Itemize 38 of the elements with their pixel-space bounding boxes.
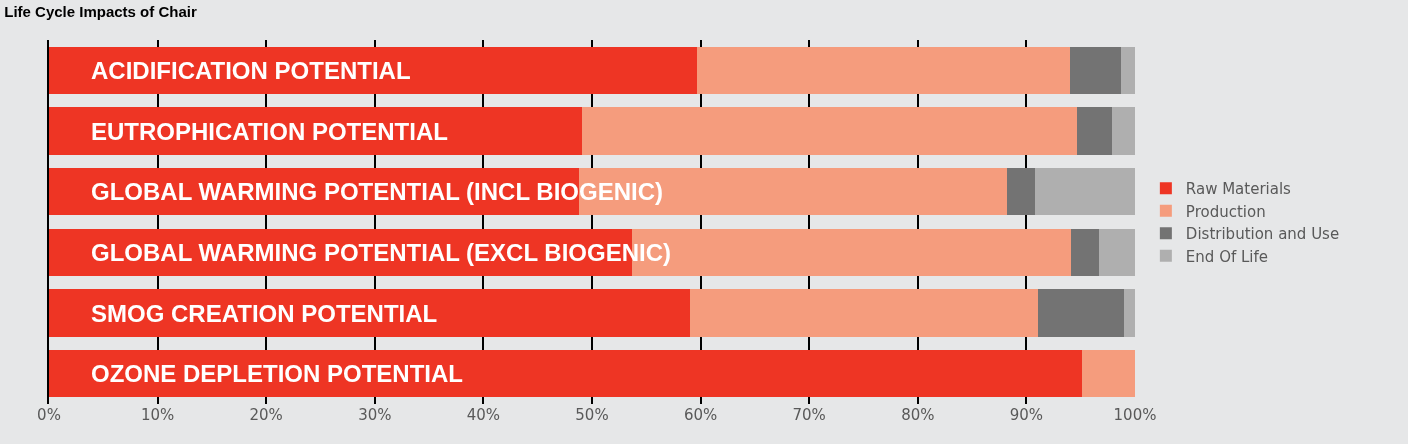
legend-label: Production — [1185, 202, 1266, 221]
y-tick-label: OZONE DEPLETION POTENTIAL — [91, 360, 464, 387]
bar — [1069, 46, 1121, 94]
x-tick-label: 20% — [249, 406, 283, 424]
bar — [49, 289, 690, 337]
y-tick-label: ACIDIFICATION POTENTIAL — [91, 57, 411, 84]
x-tick-label: 90% — [1009, 406, 1044, 424]
legend-label: Raw Materials — [1185, 180, 1292, 199]
legend-label: End Of Life — [1185, 247, 1269, 266]
x-tick-label: 70% — [792, 406, 826, 424]
x-tick-label: 40% — [466, 406, 501, 424]
x-tick-label: 60% — [683, 406, 718, 424]
bar — [1077, 107, 1113, 155]
bar — [1099, 228, 1135, 276]
bar — [1124, 289, 1135, 337]
y-tick-label: SMOG CREATION POTENTIAL — [91, 300, 438, 327]
chart-title: Life Cycle Impacts of Chair — [4, 3, 197, 21]
bar — [1081, 350, 1135, 398]
bar — [689, 289, 1039, 337]
bar — [1006, 168, 1036, 216]
bar — [1038, 289, 1125, 337]
y-tick-label: GLOBAL WARMING POTENTIAL (EXCL BIOGENIC) — [91, 239, 672, 266]
bar — [49, 350, 1082, 398]
x-tick-label: 30% — [358, 406, 392, 424]
x-tick-label: 10% — [140, 406, 175, 424]
y-tick-label: EUTROPHICATION POTENTIAL — [91, 118, 448, 145]
x-tick-label: 50% — [575, 406, 609, 424]
x-tick-label: 80% — [901, 406, 935, 424]
bar — [582, 107, 1078, 155]
bar — [1120, 46, 1135, 94]
legend-label: Distribution and Use — [1185, 225, 1340, 244]
bar — [49, 46, 698, 94]
bar — [1112, 107, 1135, 155]
bar — [697, 46, 1070, 94]
bar — [1035, 168, 1135, 216]
x-tick-label: 0% — [37, 406, 61, 424]
x-tick-label: 100% — [1113, 406, 1157, 424]
bar — [1070, 228, 1100, 276]
